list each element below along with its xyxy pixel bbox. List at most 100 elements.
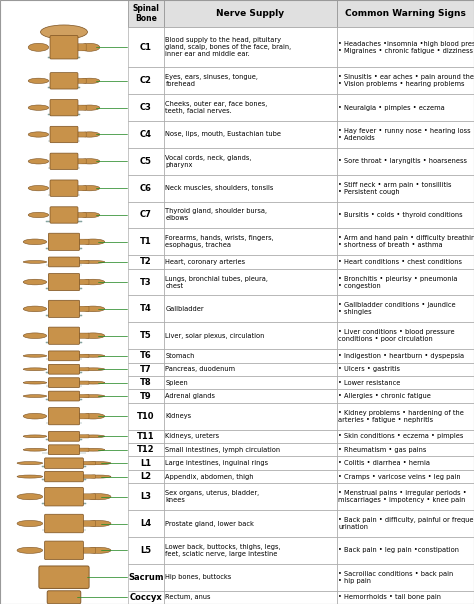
Bar: [164, 175, 337, 202]
Ellipse shape: [82, 381, 105, 384]
Bar: [48, 114, 80, 115]
FancyBboxPatch shape: [50, 36, 78, 59]
Bar: [128, 483, 164, 510]
Ellipse shape: [17, 475, 43, 478]
FancyBboxPatch shape: [78, 448, 89, 451]
Ellipse shape: [82, 279, 105, 285]
FancyBboxPatch shape: [78, 260, 89, 263]
Ellipse shape: [17, 521, 43, 527]
Text: C1: C1: [140, 43, 152, 52]
Ellipse shape: [79, 132, 100, 137]
Ellipse shape: [79, 159, 100, 164]
FancyBboxPatch shape: [82, 521, 95, 526]
Text: • Headaches •insomnia •high blood pressure
• Migraines • chronic fatigue • dizzi: • Headaches •insomnia •high blood pressu…: [338, 41, 474, 54]
Ellipse shape: [23, 306, 47, 312]
Ellipse shape: [23, 279, 47, 285]
Ellipse shape: [23, 333, 47, 338]
Ellipse shape: [23, 260, 47, 263]
Bar: [48, 194, 80, 195]
Bar: [164, 323, 337, 349]
Text: Sacrum: Sacrum: [128, 573, 164, 582]
Ellipse shape: [82, 394, 105, 397]
Bar: [164, 228, 337, 255]
Text: • Lower resistance: • Lower resistance: [338, 380, 401, 386]
Ellipse shape: [82, 260, 105, 263]
FancyBboxPatch shape: [48, 351, 80, 361]
Text: • Arm and hand pain • difficulty breathing
• shortness of breath • asthma: • Arm and hand pain • difficulty breathi…: [338, 236, 474, 248]
Text: T11: T11: [137, 432, 155, 441]
Bar: [42, 466, 86, 467]
Ellipse shape: [28, 185, 49, 191]
Text: L5: L5: [140, 546, 151, 555]
Text: Kidneys: Kidneys: [165, 413, 191, 419]
Ellipse shape: [79, 78, 100, 83]
FancyBboxPatch shape: [78, 333, 89, 338]
FancyBboxPatch shape: [78, 280, 89, 284]
Text: • Ulcers • gastritis: • Ulcers • gastritis: [338, 366, 401, 372]
Bar: [164, 295, 337, 323]
Bar: [337, 202, 474, 228]
Bar: [337, 537, 474, 564]
Bar: [164, 68, 337, 94]
Text: C6: C6: [140, 184, 152, 193]
Text: Coccyx: Coccyx: [129, 593, 162, 602]
Ellipse shape: [40, 25, 87, 39]
Ellipse shape: [85, 547, 111, 553]
FancyBboxPatch shape: [50, 593, 78, 602]
Text: • Bronchitis • pleurisy • pneumonia
• congestion: • Bronchitis • pleurisy • pneumonia • co…: [338, 275, 458, 289]
Text: Thyroid gland, shoulder bursa,
elbows: Thyroid gland, shoulder bursa, elbows: [165, 208, 267, 222]
Ellipse shape: [82, 448, 105, 451]
Bar: [337, 68, 474, 94]
Bar: [164, 148, 337, 175]
Text: T6: T6: [140, 352, 152, 361]
FancyBboxPatch shape: [48, 378, 80, 388]
Ellipse shape: [23, 435, 47, 438]
Bar: [128, 68, 164, 94]
Text: Gallbladder: Gallbladder: [165, 306, 204, 312]
Bar: [164, 403, 337, 429]
FancyBboxPatch shape: [48, 431, 80, 441]
FancyBboxPatch shape: [78, 239, 89, 245]
Text: • Menstrual pains • irregular periods •
miscarriages • impotency • knee pain: • Menstrual pains • irregular periods • …: [338, 490, 467, 503]
FancyBboxPatch shape: [48, 364, 80, 374]
FancyBboxPatch shape: [76, 132, 86, 137]
Bar: [164, 362, 337, 376]
Text: • Allergies • chronic fatigue: • Allergies • chronic fatigue: [338, 393, 431, 399]
Text: Neck muscles, shoulders, tonsils: Neck muscles, shoulders, tonsils: [165, 185, 274, 191]
Text: • Sore throat • laryngitis • hoarseness: • Sore throat • laryngitis • hoarseness: [338, 158, 467, 164]
Text: • Back pain • difficulty, painful or frequent
urination: • Back pain • difficulty, painful or fre…: [338, 517, 474, 530]
Text: T2: T2: [140, 257, 152, 266]
Ellipse shape: [79, 105, 100, 111]
Bar: [337, 0, 474, 27]
Bar: [48, 87, 80, 88]
Ellipse shape: [17, 493, 43, 500]
Ellipse shape: [23, 413, 47, 419]
Text: • Bursitis • colds • thyroid conditions: • Bursitis • colds • thyroid conditions: [338, 212, 463, 218]
Bar: [337, 510, 474, 537]
FancyBboxPatch shape: [45, 514, 83, 533]
Ellipse shape: [23, 368, 47, 371]
Ellipse shape: [23, 239, 47, 245]
Text: T3: T3: [140, 278, 152, 286]
Bar: [128, 403, 164, 429]
Ellipse shape: [85, 493, 111, 500]
Bar: [164, 429, 337, 443]
Text: Liver, solar plexus, circulation: Liver, solar plexus, circulation: [165, 333, 265, 339]
Bar: [128, 323, 164, 349]
FancyBboxPatch shape: [47, 591, 81, 604]
Bar: [128, 27, 164, 68]
FancyBboxPatch shape: [48, 391, 80, 401]
Bar: [164, 202, 337, 228]
FancyBboxPatch shape: [50, 207, 78, 223]
Bar: [164, 537, 337, 564]
FancyBboxPatch shape: [76, 43, 86, 51]
Bar: [128, 362, 164, 376]
Ellipse shape: [23, 394, 47, 397]
Ellipse shape: [23, 355, 47, 357]
Bar: [164, 349, 337, 362]
FancyBboxPatch shape: [78, 381, 89, 384]
Bar: [128, 591, 164, 604]
Text: • Liver conditions • blood pressure
conditions • poor circulation: • Liver conditions • blood pressure cond…: [338, 329, 455, 342]
Text: Heart, coronary arteries: Heart, coronary arteries: [165, 259, 246, 265]
Bar: [128, 457, 164, 470]
